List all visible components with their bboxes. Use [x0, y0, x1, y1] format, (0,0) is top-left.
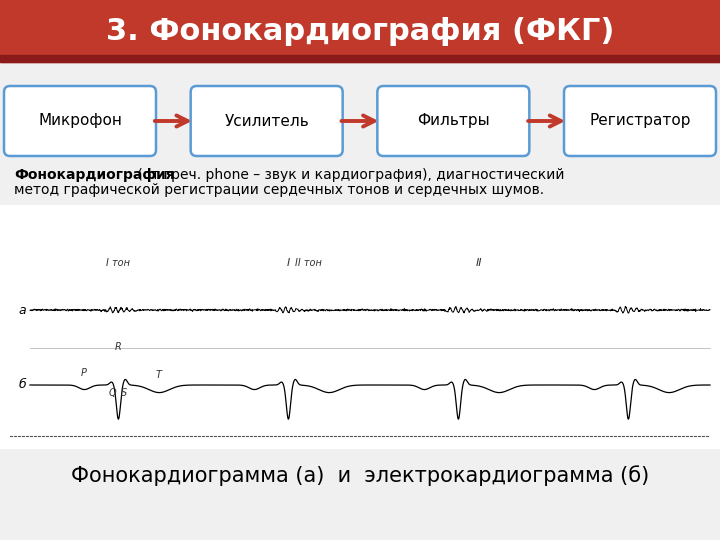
Text: P: P: [81, 368, 86, 378]
Text: Фонокардиограмма (а)  и  электрокардиограмма (б): Фонокардиограмма (а) и электрокардиограм…: [71, 465, 649, 487]
Text: I тон: I тон: [107, 258, 130, 268]
FancyBboxPatch shape: [191, 86, 343, 156]
Text: б: б: [18, 379, 26, 392]
Text: Фонокардиография: Фонокардиография: [14, 168, 175, 182]
Text: II тон: II тон: [295, 258, 323, 268]
Text: S: S: [121, 388, 127, 398]
Text: II: II: [475, 258, 482, 268]
Text: 3. Фонокардиография (ФКГ): 3. Фонокардиография (ФКГ): [106, 17, 614, 45]
Text: Микрофон: Микрофон: [38, 113, 122, 129]
Text: Усилитель: Усилитель: [225, 113, 309, 129]
Text: Регистратор: Регистратор: [589, 113, 690, 129]
Bar: [0, 0, 720, 62]
Text: Фильтры: Фильтры: [417, 113, 490, 129]
Text: (от греч. phone – звук и кардиография), диагностический: (от греч. phone – звук и кардиография), …: [133, 168, 564, 182]
FancyBboxPatch shape: [4, 86, 156, 156]
FancyBboxPatch shape: [377, 86, 529, 156]
FancyBboxPatch shape: [564, 86, 716, 156]
Text: а: а: [18, 303, 26, 316]
Text: R: R: [115, 342, 122, 352]
Text: Q: Q: [109, 388, 116, 398]
Bar: [0, 205, 720, 448]
Bar: [0, 55, 720, 62]
Text: метод графической регистрации сердечных тонов и сердечных шумов.: метод графической регистрации сердечных …: [14, 183, 544, 197]
Text: T: T: [156, 370, 161, 380]
Text: I: I: [287, 258, 290, 268]
